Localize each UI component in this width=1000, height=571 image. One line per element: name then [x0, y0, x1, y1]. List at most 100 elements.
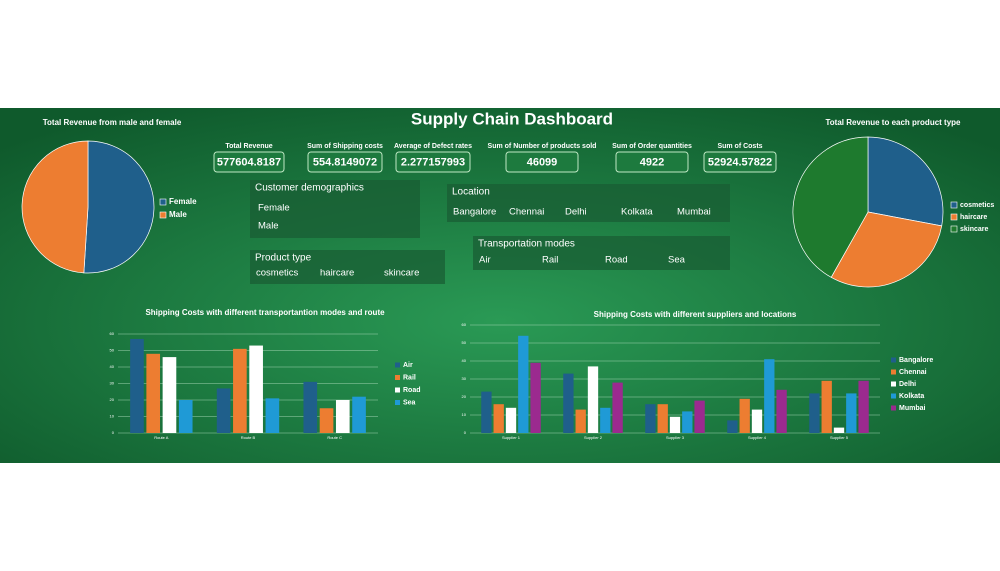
slicer-item[interactable]: Bangalore [453, 207, 496, 218]
bar [587, 366, 599, 433]
bar [846, 393, 857, 433]
y-tick-label: 40 [462, 358, 467, 363]
bar [645, 404, 656, 433]
kpi-box [615, 151, 689, 173]
legend-label: cosmetics [960, 202, 994, 209]
slicer-panel [250, 180, 420, 238]
bar [669, 416, 681, 433]
slicer-item[interactable]: Delhi [565, 207, 587, 218]
legend-label: Kolkata [899, 393, 924, 400]
slicer-item[interactable]: Sea [668, 255, 686, 266]
slicer-header: Product type [255, 253, 312, 264]
bar [809, 393, 820, 433]
chart-title: Shipping Costs with different suppliers … [594, 310, 797, 319]
bar [739, 398, 750, 433]
legend-swatch [950, 225, 958, 233]
legend-label: Bangalore [899, 357, 933, 364]
slicer-item[interactable]: Air [479, 255, 491, 266]
bar [833, 427, 845, 433]
slicer-header: Location [452, 187, 490, 198]
bar [233, 348, 247, 433]
y-tick-label: 50 [110, 348, 115, 353]
legend-label: skincare [960, 226, 989, 233]
slicer-header: Customer demographics [255, 183, 364, 194]
bar [146, 353, 161, 433]
kpi-box [505, 151, 579, 173]
x-tick-label: Supplier 1 [502, 435, 521, 440]
kpi-value: 4922 [640, 156, 664, 168]
bar [518, 335, 529, 433]
bar [612, 382, 623, 433]
bar [265, 398, 280, 433]
legend-label: Sea [403, 399, 416, 406]
slicer-header: Transportation modes [478, 239, 575, 250]
bar [727, 420, 738, 433]
y-tick-label: 50 [462, 340, 467, 345]
x-tick-label: Supplier 4 [748, 435, 767, 440]
slicer-item[interactable]: haircare [320, 268, 354, 279]
y-tick-label: 10 [110, 414, 115, 419]
slicer-item[interactable]: Mumbai [677, 207, 711, 218]
legend-swatch [891, 369, 896, 375]
legend-swatch [395, 362, 400, 368]
bar [505, 407, 517, 433]
bar [764, 359, 775, 433]
slicer-item[interactable]: Road [605, 255, 628, 266]
legend-label: Rail [403, 374, 416, 381]
bar [575, 409, 586, 433]
kpi-value: 52924.57822 [708, 156, 772, 168]
chart-title: Shipping Costs with different transporta… [145, 308, 385, 317]
x-tick-label: Supplier 3 [666, 435, 685, 440]
legend-label: Male [169, 210, 187, 219]
bar [162, 357, 177, 433]
chart-title: Total Revenue to each product type [826, 118, 962, 127]
kpi-label: Sum of Order quantities [612, 143, 692, 150]
y-tick-label: 0 [112, 430, 115, 435]
pie-slice [83, 140, 155, 274]
slicer-item[interactable]: Male [258, 221, 279, 232]
slicer-item[interactable]: skincare [384, 268, 419, 279]
legend-label: Air [403, 362, 413, 369]
y-tick-label: 30 [462, 376, 467, 381]
legend-swatch [159, 211, 167, 219]
bar [682, 411, 693, 433]
pie-slice [867, 136, 944, 227]
y-tick-label: 30 [110, 381, 115, 386]
bar [303, 381, 318, 433]
slicer-item[interactable]: Chennai [509, 207, 544, 218]
kpi-box [703, 151, 777, 173]
pie-slice [21, 140, 89, 274]
slicer-item[interactable]: Kolkata [621, 207, 653, 218]
y-tick-label: 10 [462, 412, 467, 417]
slicer-panel [250, 250, 445, 284]
slicer-item[interactable]: Female [258, 203, 290, 214]
kpi-label: Sum of Number of products sold [488, 143, 597, 150]
bar [776, 389, 787, 433]
x-tick-label: Supplier 5 [830, 435, 849, 440]
dashboard-title: Supply Chain Dashboard [411, 109, 613, 128]
y-tick-label: 20 [110, 397, 115, 402]
bar [335, 400, 350, 433]
legend-swatch [395, 400, 400, 405]
slicer-item[interactable]: cosmetics [256, 268, 298, 279]
legend-swatch [891, 405, 896, 411]
legend-label: haircare [960, 214, 987, 221]
kpi-box [395, 151, 471, 173]
pie-slice [830, 211, 943, 288]
bar [821, 380, 832, 433]
kpi-box [307, 151, 383, 173]
kpi-value: 554.8149072 [313, 156, 377, 168]
slicer-panel [473, 236, 730, 270]
kpi-label: Average of Defect rates [394, 143, 472, 150]
bar [493, 404, 504, 433]
slicer-panel [447, 184, 730, 222]
y-tick-label: 60 [110, 331, 115, 336]
y-tick-label: 60 [462, 322, 467, 327]
bar [178, 400, 193, 433]
kpi-value: 2.277157993 [401, 156, 465, 168]
legend-label: Delhi [899, 381, 916, 388]
slicer-item[interactable]: Rail [542, 255, 558, 266]
bar [530, 362, 541, 433]
